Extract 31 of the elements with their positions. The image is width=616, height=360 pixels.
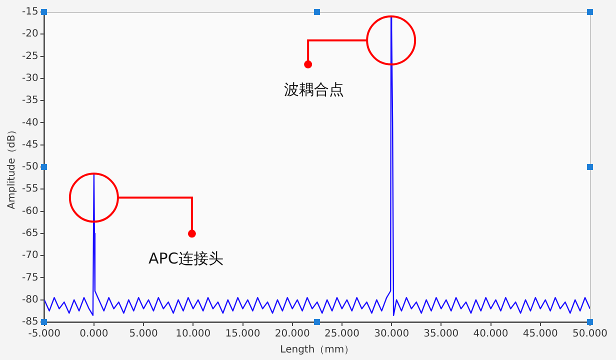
x-tick-label: 0.000	[80, 328, 108, 340]
x-axis-title: Length（mm）	[280, 344, 354, 356]
annotation: 波耦合点	[284, 80, 344, 98]
y-tick-label: -35	[22, 95, 38, 106]
x-tick-label: 10.000	[176, 328, 211, 340]
x-tick-label: 15.000	[225, 328, 260, 340]
x-tick-label: 40.000	[473, 328, 508, 340]
y-tick-label: -80	[22, 294, 38, 306]
x-tick-label: 50.000	[572, 328, 608, 340]
y-tick-label: -40	[22, 117, 38, 128]
x-tick-label: 30.000	[374, 328, 410, 340]
y-tick-label: -60	[22, 206, 38, 217]
y-tick-label: -25	[22, 50, 38, 62]
y-tick-label: -65	[22, 228, 38, 240]
annotation: APC连接头	[148, 250, 224, 268]
x-tick-label: 5.000	[129, 328, 158, 340]
y-tick-label: -75	[22, 272, 38, 284]
y-tick-label: -15	[22, 6, 38, 18]
x-tick-label: 25.000	[324, 328, 360, 340]
x-tick-label: 35.000	[424, 328, 459, 340]
y-tick-label: -30	[22, 73, 38, 84]
x-tick-label: -5.000	[28, 328, 60, 340]
y-tick-label: -50	[22, 162, 38, 173]
y-tick-label: -45	[22, 139, 38, 150]
y-tick-label: -55	[22, 184, 38, 195]
y-axis-title: Amplitude（dB）	[6, 124, 18, 210]
y-tick-label: -70	[22, 250, 38, 262]
x-tick-label: 20.000	[274, 328, 310, 340]
y-tick-label: -85	[22, 316, 38, 328]
y-tick-label: -20	[22, 28, 38, 40]
x-tick-label: 45.000	[522, 328, 558, 340]
